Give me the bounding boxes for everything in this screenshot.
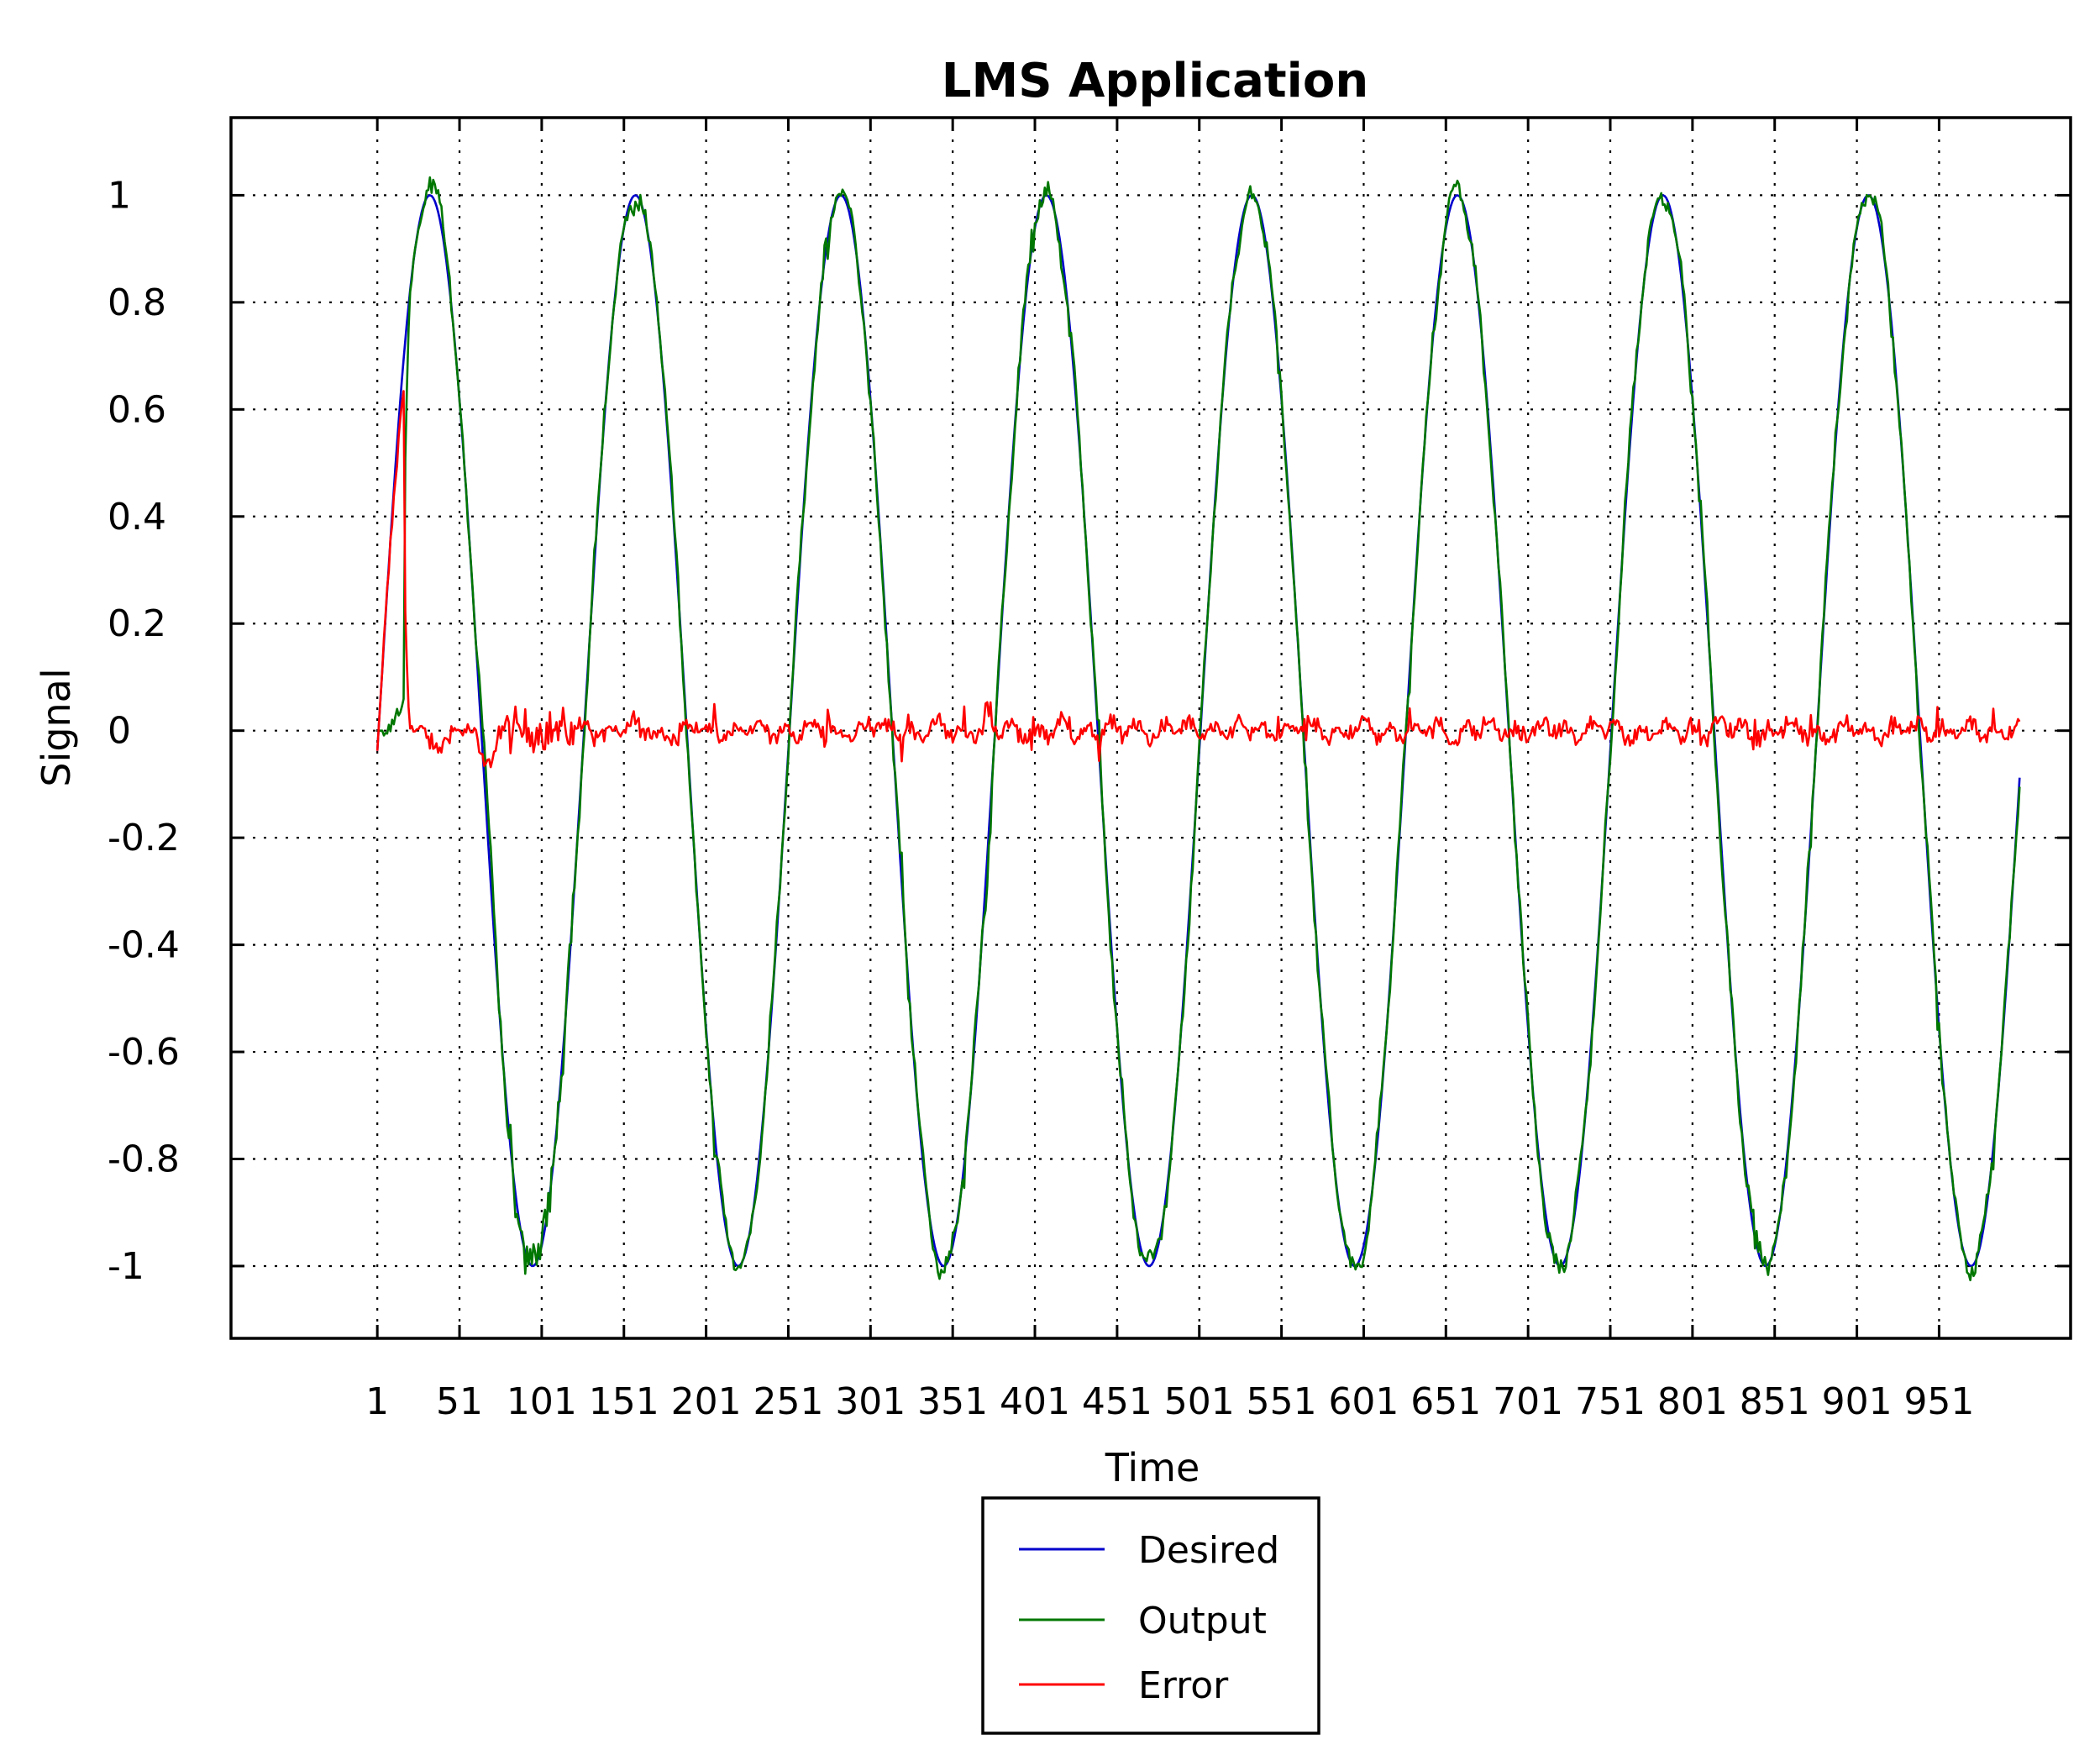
x-tick-label: 351 bbox=[917, 1380, 988, 1423]
x-axis-label: Time bbox=[1105, 1445, 1200, 1490]
legend-label-desired: Desired bbox=[1138, 1529, 1279, 1572]
x-tick-label: 951 bbox=[1903, 1380, 1974, 1423]
x-tick-label: 651 bbox=[1410, 1380, 1481, 1423]
x-tick-label: 751 bbox=[1575, 1380, 1646, 1423]
x-tick-label: 51 bbox=[436, 1380, 483, 1423]
y-tick-label: 0.4 bbox=[108, 496, 166, 539]
x-tick-label: 851 bbox=[1740, 1380, 1810, 1423]
y-tick-label: 0.6 bbox=[108, 388, 166, 431]
x-tick-label: 101 bbox=[507, 1380, 577, 1423]
y-tick-label: -0.4 bbox=[108, 924, 180, 967]
y-tick-label: 1 bbox=[108, 174, 131, 217]
series-line-output bbox=[377, 176, 2021, 1282]
x-tick-label: 301 bbox=[835, 1380, 906, 1423]
grid-lines bbox=[231, 118, 2071, 1338]
x-tick-label: 401 bbox=[1000, 1380, 1070, 1423]
x-tick-label: 151 bbox=[589, 1380, 659, 1423]
x-tick-label: 701 bbox=[1493, 1380, 1563, 1423]
x-tick-label: 1 bbox=[365, 1380, 389, 1423]
legend-box bbox=[981, 1496, 1320, 1735]
y-tick-label: -1 bbox=[108, 1245, 144, 1288]
y-tick-labels: 1 0.8 0.6 0.4 0.2 0 -0.2 -0.4 -0.6 -0.8 -1 bbox=[108, 174, 180, 1288]
x-tick-label: 501 bbox=[1164, 1380, 1235, 1423]
x-tick-label: 251 bbox=[753, 1380, 823, 1423]
legend: Desired Output Error bbox=[981, 1496, 1320, 1735]
y-tick-label: 0.8 bbox=[108, 281, 166, 324]
x-tick-label: 551 bbox=[1247, 1380, 1317, 1423]
legend-label-output: Output bbox=[1138, 1600, 1267, 1642]
x-tick-label: 801 bbox=[1657, 1380, 1728, 1423]
series-lines bbox=[375, 176, 2021, 1282]
x-tick-label: 601 bbox=[1328, 1380, 1399, 1423]
legend-label-error: Error bbox=[1138, 1664, 1229, 1707]
x-tick-labels: 1 51 101 151 201 251 301 351 401 451 501 551 601 651 7… bbox=[365, 1380, 1974, 1423]
y-tick-label: 0.2 bbox=[108, 602, 166, 645]
plot-frame bbox=[229, 116, 2072, 1340]
chart-title: LMS Application bbox=[942, 54, 1368, 108]
y-tick-label: -0.8 bbox=[108, 1138, 180, 1181]
x-tick-label: 901 bbox=[1822, 1380, 1893, 1423]
y-tick-label: -0.2 bbox=[108, 817, 180, 859]
x-tick-label: 451 bbox=[1082, 1380, 1152, 1423]
y-tick-label: -0.6 bbox=[108, 1031, 180, 1074]
series-line-error bbox=[375, 390, 2021, 769]
y-tick-label: 0 bbox=[108, 710, 131, 753]
y-axis-label: Signal bbox=[34, 668, 79, 786]
x-tick-label: 201 bbox=[671, 1380, 742, 1423]
